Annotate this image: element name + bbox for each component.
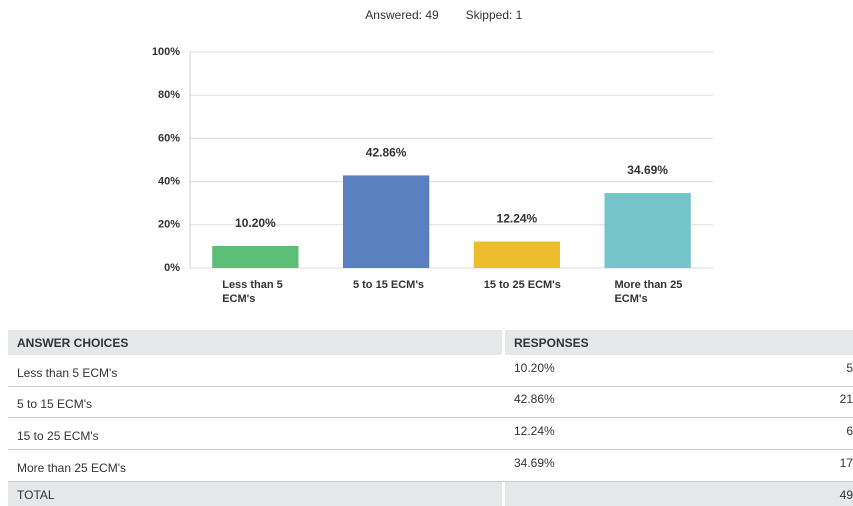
- response-percent: 10.20%: [514, 361, 555, 375]
- y-tick-label: 100%: [152, 46, 180, 58]
- response-count: 6: [846, 424, 853, 438]
- answer-label: Less than 5 ECM's: [17, 366, 118, 380]
- total-count: 49: [839, 488, 853, 502]
- data-label: 10.20%: [235, 216, 276, 230]
- answer-label: 5 to 15 ECM's: [17, 397, 92, 411]
- y-tick-label: 20%: [158, 219, 180, 231]
- row-divider: [8, 386, 853, 387]
- y-tick-label: 60%: [158, 132, 180, 144]
- bar: [212, 245, 299, 268]
- answered: Answered: 49: [365, 8, 439, 22]
- data-label: 34.69%: [627, 163, 668, 177]
- y-tick-label: 40%: [158, 176, 180, 188]
- total-bg: [8, 482, 853, 506]
- x-tick-label: Less than 5 ECM's: [222, 279, 283, 305]
- chart: Answered: 49 Skipped: 1 0% 20% 40% 60% 80% 10…: [152, 8, 713, 305]
- response-percent: 12.24%: [514, 424, 555, 438]
- data-label: 42.86%: [366, 146, 407, 160]
- answer-label: 15 to 25 ECM's: [17, 429, 99, 443]
- answer-label: More than 25 ECM's: [17, 461, 127, 475]
- row-divider: [8, 417, 853, 418]
- response-percent: 42.86%: [514, 392, 555, 406]
- col-divider: [502, 330, 505, 355]
- skipped: Skipped: 1: [466, 8, 523, 22]
- col-divider: [502, 482, 505, 506]
- x-tick-label-box: Less than 5 ECM's: [222, 279, 283, 305]
- response-count: 21: [839, 392, 853, 406]
- response-count: 17: [839, 456, 853, 470]
- response-count: 5: [846, 361, 853, 375]
- y-tick-label: 80%: [158, 89, 180, 101]
- column-header: RESPONSES: [514, 336, 589, 350]
- bar: [604, 193, 691, 268]
- response-percent: 34.69%: [514, 456, 555, 470]
- bar: [342, 175, 430, 268]
- total-label: TOTAL: [17, 488, 55, 502]
- column-header: ANSWER CHOICES: [17, 336, 129, 350]
- data-label: 12.24%: [497, 212, 538, 226]
- x-tick-label: More than 25 ECM's: [614, 279, 683, 305]
- x-tick-label-box: More than 25 ECM's: [614, 279, 683, 305]
- bar: [473, 241, 561, 268]
- x-tick-label-box: 15 to 25 ECM's: [483, 279, 561, 291]
- x-tick-label: 15 to 25 ECM's: [483, 279, 561, 291]
- row-divider: [8, 481, 853, 482]
- header-bg: [8, 330, 853, 355]
- x-tick-label: 5 to 15 ECM's: [352, 279, 425, 291]
- row-divider: [8, 449, 853, 450]
- x-tick-label-box: 5 to 15 ECM's: [352, 279, 425, 291]
- y-tick-label: 0%: [164, 262, 180, 274]
